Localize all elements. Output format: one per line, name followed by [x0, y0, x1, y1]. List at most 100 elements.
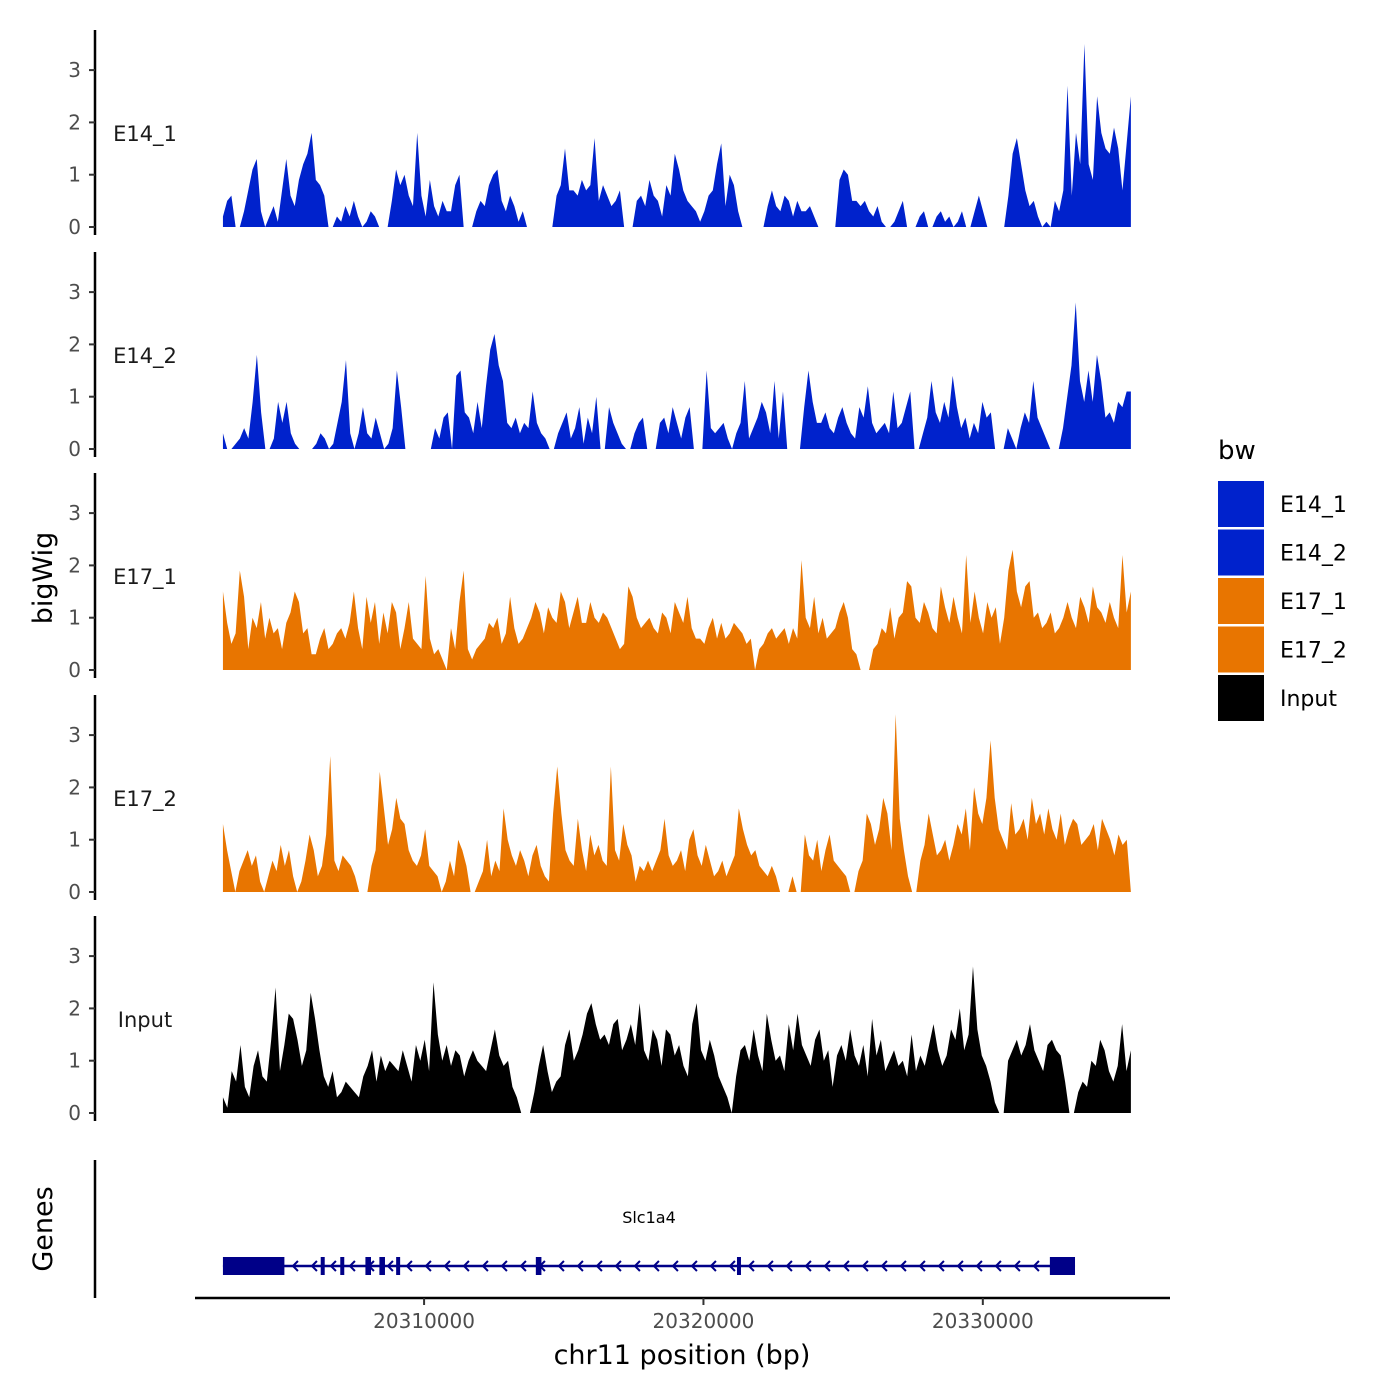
strand-arrow [310, 1260, 318, 1272]
signal-area-input [222, 966, 1131, 1113]
y-tick-label: 3 [68, 944, 81, 968]
strand-arrow [519, 1260, 527, 1272]
y-tick-label: 3 [68, 501, 81, 525]
gene-exon [535, 1257, 542, 1275]
strand-arrow [937, 1260, 945, 1272]
legend-item-input: Input [1218, 675, 1337, 721]
legend-title: bw [1218, 436, 1256, 466]
strand-arrow [443, 1260, 451, 1272]
signal-area-e14_1 [222, 43, 1131, 228]
x-tick-label: 20330000 [932, 1309, 1034, 1333]
y-tick-label: 2 [68, 996, 81, 1020]
strand-arrow [975, 1260, 983, 1272]
strand-arrow [652, 1260, 660, 1272]
y-tick-label: 0 [68, 215, 81, 239]
strand-arrow [633, 1260, 641, 1272]
y-axis-title: bigWig [28, 532, 59, 625]
x-tick-label: 20320000 [653, 1309, 755, 1333]
track-e17_1: 0 1 2 3 E17_1 [68, 473, 1131, 682]
strand-arrow [386, 1260, 394, 1272]
signal-tracks: 0 1 2 3 E14_1 0 1 2 3 E14_2 0 1 2 3 E17_1 0 1 2 3 E17_2 0 1 2 3… [68, 30, 1131, 1125]
gene-exon [365, 1257, 372, 1275]
strand-arrow [1013, 1260, 1021, 1272]
track-label: E17_2 [113, 787, 177, 812]
strand-arrow [557, 1260, 565, 1272]
gene-exon [320, 1257, 325, 1275]
y-tick-label: 2 [68, 775, 81, 799]
track-label: E14_1 [113, 122, 177, 147]
y-tick-label: 3 [68, 280, 81, 304]
strand-arrow [880, 1260, 888, 1272]
track-e14_2: 0 1 2 3 E14_2 [68, 252, 1131, 461]
track-label: Input [118, 1008, 172, 1032]
strand-arrow [842, 1260, 850, 1272]
gene-exon [379, 1257, 385, 1275]
track-e17_2: 0 1 2 3 E17_2 [68, 695, 1131, 904]
strand-arrow [348, 1260, 356, 1272]
strand-arrow [1032, 1260, 1040, 1272]
strand-arrow [785, 1260, 793, 1272]
strand-arrow [405, 1260, 413, 1272]
legend-swatch [1218, 481, 1264, 527]
strand-arrow [747, 1260, 755, 1272]
strand-arrow [614, 1260, 622, 1272]
y-tick-label: 2 [68, 332, 81, 356]
y-tick-label: 1 [68, 385, 81, 409]
legend-label: E17_2 [1280, 639, 1347, 664]
track-label: E17_1 [113, 565, 177, 590]
y-tick-label: 0 [68, 658, 81, 682]
y-tick-label: 1 [68, 163, 81, 187]
strand-arrow [918, 1260, 926, 1272]
strand-arrow [576, 1260, 584, 1272]
legend: bw E14_1 E14_2 E17_1 E17_2 Input [1218, 436, 1347, 721]
x-tick-label: 20310000 [373, 1309, 475, 1333]
strand-arrow [291, 1260, 299, 1272]
gene-label: Slc1a4 [622, 1208, 676, 1227]
gene-exon [222, 1257, 285, 1275]
strand-arrow [462, 1260, 470, 1272]
legend-item-e17_1: E17_1 [1218, 578, 1347, 624]
strand-arrow [956, 1260, 964, 1272]
strand-arrow [994, 1260, 1002, 1272]
y-tick-label: 0 [68, 880, 81, 904]
legend-item-e14_2: E14_2 [1218, 529, 1347, 576]
strand-arrow [329, 1260, 337, 1272]
strand-arrow [500, 1260, 508, 1272]
gene-exon [340, 1257, 345, 1275]
track-input: 0 1 2 3 Input [68, 916, 1131, 1125]
gene-exon [1049, 1257, 1076, 1275]
strand-arrow [671, 1260, 679, 1272]
legend-label: E14_1 [1280, 493, 1347, 518]
y-tick-label: 1 [68, 828, 81, 852]
strand-arrow [899, 1260, 907, 1272]
legend-item-e14_1: E14_1 [1218, 481, 1347, 527]
legend-item-e17_2: E17_2 [1218, 626, 1347, 673]
signal-area-e17_1 [222, 549, 1131, 670]
genes-axis-title: Genes [28, 1186, 59, 1271]
strand-arrow [861, 1260, 869, 1272]
strand-arrow [728, 1260, 736, 1272]
legend-swatch [1218, 529, 1264, 576]
strand-arrow [709, 1260, 717, 1272]
y-tick-label: 3 [68, 58, 81, 82]
legend-label: E17_1 [1280, 590, 1347, 615]
strand-arrow [690, 1260, 698, 1272]
strand-arrow [595, 1260, 603, 1272]
x-axis-title: chr11 position (bp) [554, 1340, 811, 1371]
strand-arrow [804, 1260, 812, 1272]
y-tick-label: 2 [68, 553, 81, 577]
strand-arrow [766, 1260, 774, 1272]
x-axis: 20310000 20320000 20330000 [195, 1296, 1170, 1333]
y-tick-label: 0 [68, 1101, 81, 1125]
strand-arrow [481, 1260, 489, 1272]
genes-panel: Slc1a4 [93, 1160, 1076, 1298]
gene-exon [736, 1257, 741, 1275]
legend-label: Input [1280, 687, 1337, 712]
y-tick-label: 1 [68, 606, 81, 630]
legend-swatch [1218, 675, 1264, 721]
y-tick-label: 2 [68, 110, 81, 134]
signal-area-e17_2 [222, 714, 1131, 892]
strand-arrow [823, 1260, 831, 1272]
signal-area-e14_2 [222, 302, 1131, 449]
